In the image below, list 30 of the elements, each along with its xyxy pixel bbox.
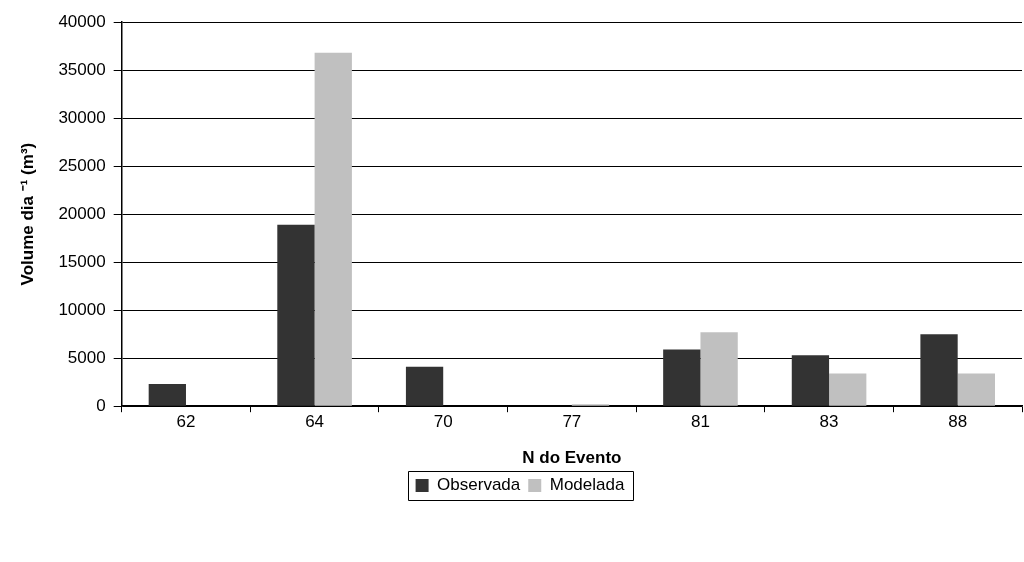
y-tick-label: 5000 xyxy=(67,347,106,367)
x-tick-label: 83 xyxy=(819,412,839,432)
legend-label: Observada xyxy=(437,475,521,495)
bar xyxy=(829,373,867,406)
bar xyxy=(405,366,444,406)
legend-label: Modelada xyxy=(549,475,625,495)
x-tick-label: 88 xyxy=(948,412,968,432)
bar xyxy=(663,349,701,406)
x-tick-label: 64 xyxy=(305,412,325,432)
y-tick-label: 15000 xyxy=(58,251,106,271)
y-tick-label: 0 xyxy=(96,395,106,415)
bar xyxy=(148,384,186,406)
bar xyxy=(957,373,995,406)
y-tick-label: 10000 xyxy=(58,299,106,319)
x-tick-label: 62 xyxy=(176,412,196,432)
bar xyxy=(277,224,315,406)
x-tick-label: 77 xyxy=(562,412,582,432)
y-tick-label: 30000 xyxy=(58,107,106,127)
bar xyxy=(700,332,738,406)
bar xyxy=(920,334,958,406)
bar xyxy=(314,52,352,406)
bar xyxy=(791,355,830,406)
x-tick-label: 81 xyxy=(690,412,710,432)
y-tick-label: 35000 xyxy=(58,59,106,79)
y-tick-label: 20000 xyxy=(58,203,106,223)
y-tick-label: 25000 xyxy=(58,155,106,175)
x-axis-title: N do Evento xyxy=(522,448,622,468)
y-axis-title: Volume dia ⁻¹ (m³) xyxy=(17,142,37,286)
y-tick-label: 40000 xyxy=(58,11,106,31)
x-tick-label: 70 xyxy=(433,412,453,432)
